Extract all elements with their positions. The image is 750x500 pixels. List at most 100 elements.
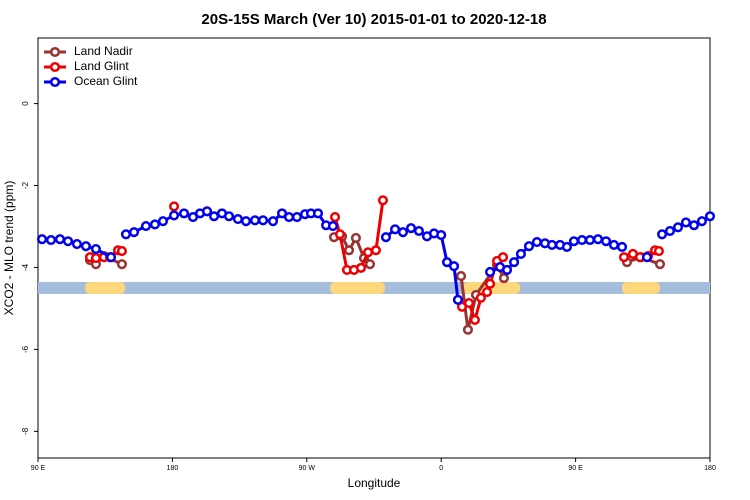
y-tick-label: -8 (21, 427, 30, 435)
data-point (515, 248, 526, 259)
data-point (452, 294, 463, 305)
x-tick-label: 180 (167, 465, 179, 472)
legend-label: Land Glint (74, 59, 129, 73)
data-point (120, 229, 132, 240)
data-point (463, 298, 475, 309)
data-point (608, 239, 620, 250)
data-point (413, 225, 424, 237)
data-point (688, 220, 700, 231)
data-point (664, 225, 676, 237)
data-point (390, 224, 401, 235)
data-point (475, 292, 486, 303)
data-point (484, 278, 496, 289)
data-point (584, 234, 595, 246)
data-point (696, 216, 707, 227)
data-point (672, 222, 684, 233)
data-point (327, 221, 338, 232)
land-band (621, 281, 661, 294)
legend-marker (49, 46, 61, 58)
data-point (497, 252, 509, 263)
x-tick-label: 90 E (568, 465, 583, 472)
data-point (568, 236, 580, 247)
data-point (257, 215, 269, 226)
data-point (240, 216, 252, 227)
data-point (469, 314, 480, 325)
data-point (140, 221, 152, 232)
data-point (178, 208, 190, 219)
data-point (704, 211, 716, 222)
data-point (105, 252, 117, 263)
data-point (601, 236, 612, 247)
data-point (654, 259, 666, 270)
data-point (377, 195, 389, 206)
data-point (329, 212, 341, 223)
data-point (546, 239, 558, 250)
legend-marker (49, 61, 61, 73)
data-point (45, 234, 57, 246)
data-point (116, 259, 127, 270)
x-tick-label: 0 (439, 465, 443, 472)
x-axis-label: Longitude (348, 476, 401, 490)
data-point (616, 241, 628, 253)
data-point (364, 259, 376, 270)
x-tick-label: 90 E (31, 465, 46, 472)
y-tick-label: -6 (21, 345, 30, 353)
legend-label: Land Nadir (74, 44, 133, 58)
y-tick-label: -2 (21, 181, 30, 189)
data-point (90, 252, 101, 264)
data-point (509, 257, 520, 268)
data-point (168, 201, 180, 212)
data-point (405, 223, 417, 234)
data-point (441, 257, 453, 268)
land-band (85, 281, 126, 294)
data-point (36, 234, 48, 245)
data-point (641, 252, 653, 263)
legend-label: Ocean Glint (74, 74, 138, 88)
data-point (502, 264, 513, 275)
data-point (355, 262, 367, 273)
data-point (223, 211, 235, 222)
data-point (344, 245, 355, 256)
data-point (168, 210, 180, 221)
data-point (484, 266, 496, 278)
data-point (90, 243, 101, 255)
data-point (498, 273, 509, 284)
legend-marker (49, 76, 61, 88)
data-point (209, 211, 220, 222)
data-point (291, 212, 302, 223)
data-point (312, 208, 324, 219)
data-point (149, 219, 160, 230)
data-point (80, 241, 91, 252)
data-point (116, 246, 127, 257)
data-point (576, 234, 588, 246)
data-point (456, 271, 467, 282)
data-point (380, 232, 391, 243)
data-point (249, 215, 261, 226)
data-point (362, 247, 374, 258)
data-point (397, 227, 409, 238)
data-point (680, 217, 692, 228)
data-point (71, 239, 83, 250)
x-tick-label: 90 W (299, 465, 316, 472)
data-point (481, 286, 493, 298)
data-point (334, 229, 346, 240)
x-tick-label: 180 (704, 465, 716, 472)
data-point (653, 246, 664, 257)
data-point (592, 234, 604, 245)
data-point (283, 212, 295, 223)
data-point (62, 236, 74, 247)
data-point (54, 234, 66, 245)
data-point (657, 229, 668, 240)
y-tick-label: 0 (21, 101, 30, 106)
data-point (531, 237, 542, 248)
data-point (561, 241, 572, 253)
data-point (350, 232, 361, 244)
y-axis-label: XCO2 - MLO trend (ppm) (2, 181, 16, 316)
data-point (448, 261, 460, 272)
chart-title: 20S-15S March (Ver 10) 2015-01-01 to 202… (201, 11, 546, 28)
data-point (201, 206, 213, 217)
data-point (523, 241, 535, 252)
land-band (330, 281, 386, 294)
data-point (268, 216, 279, 227)
